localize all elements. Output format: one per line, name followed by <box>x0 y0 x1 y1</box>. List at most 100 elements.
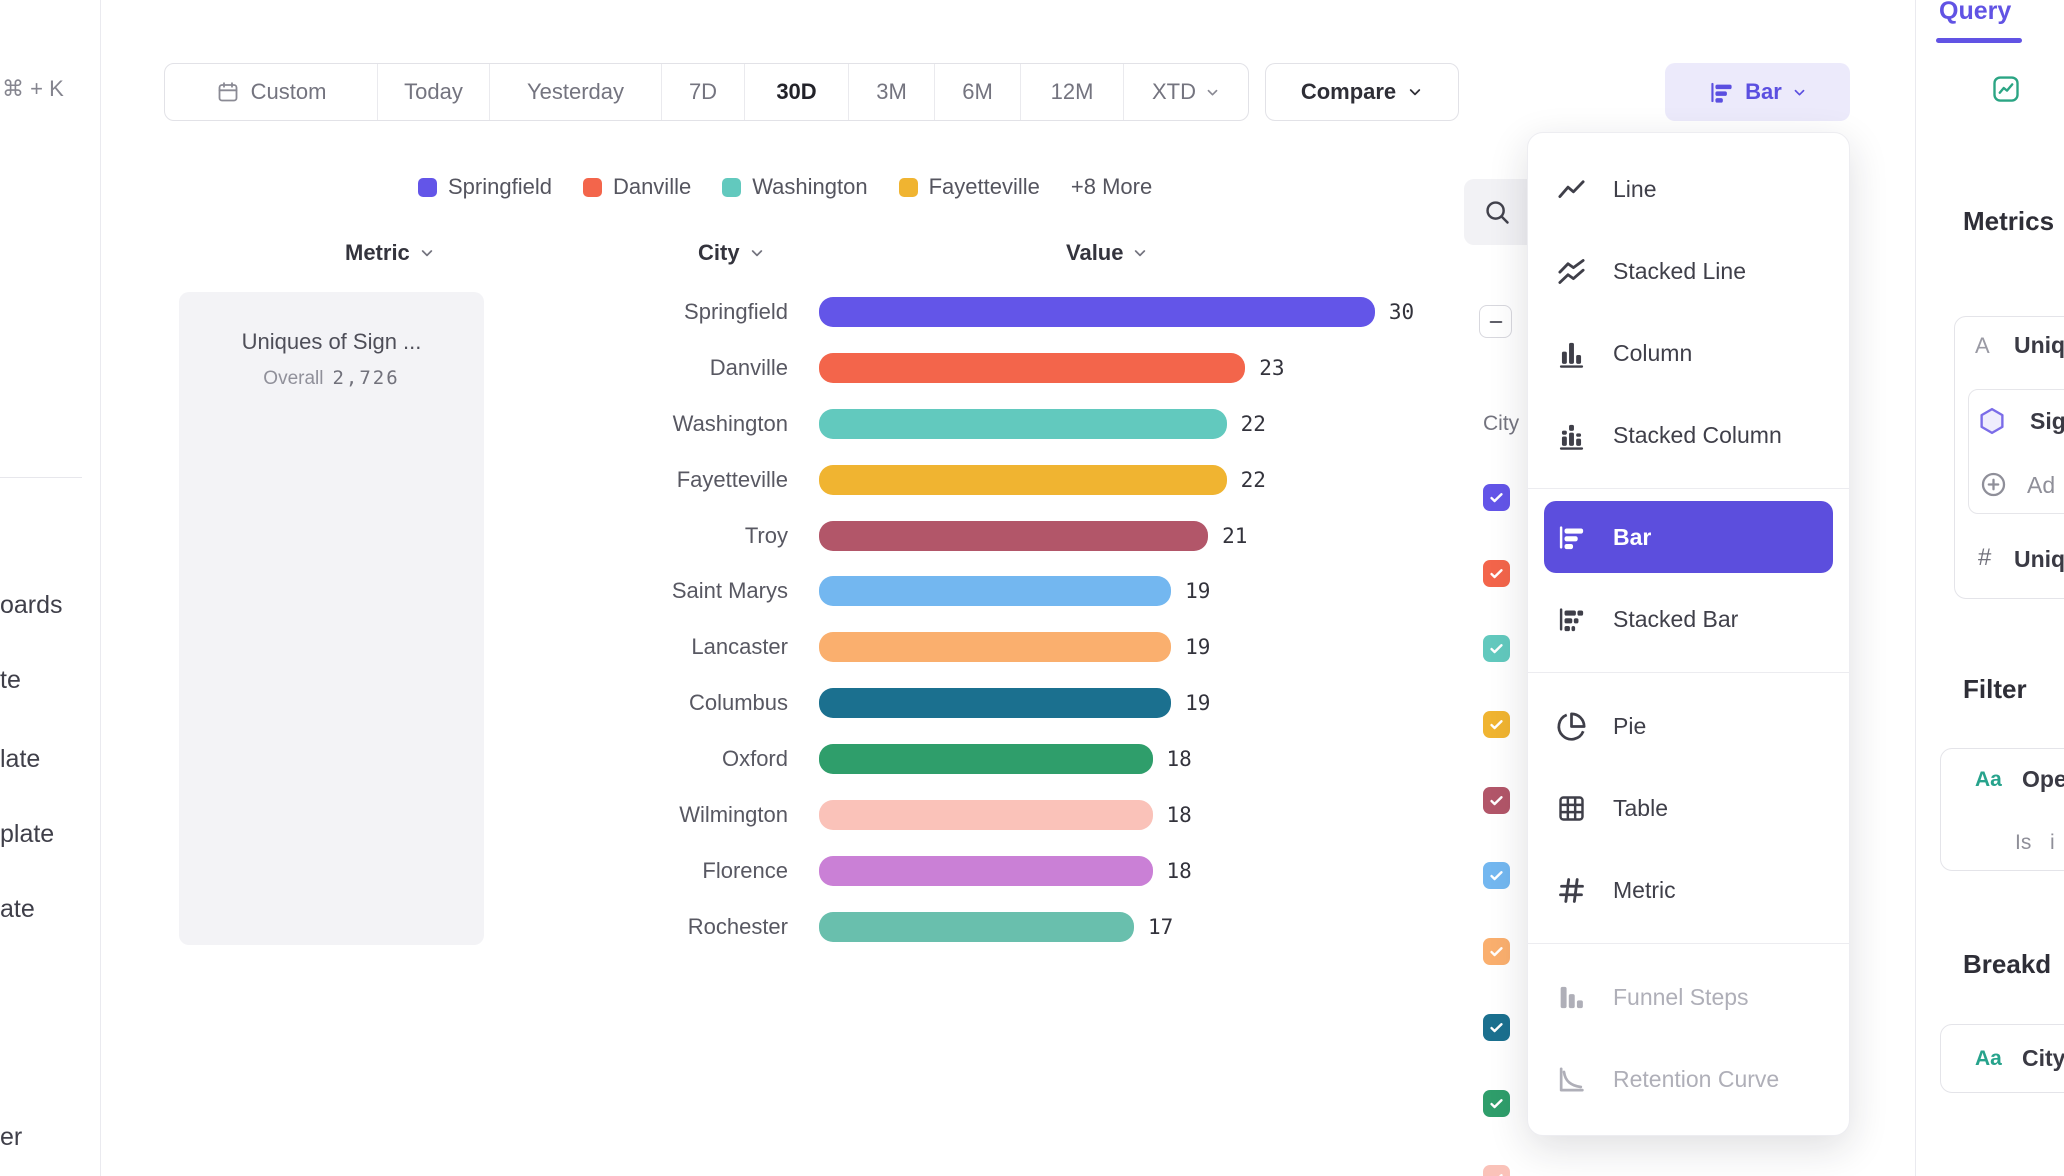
chart-type-option-stacked-column[interactable]: Stacked Column <box>1528 394 1849 476</box>
chart-type-option-stacked-bar[interactable]: Stacked Bar <box>1528 578 1849 660</box>
date-range-yesterday[interactable]: Yesterday <box>490 64 662 120</box>
bar-category-label: Saint Marys <box>671 578 788 604</box>
chart-type-option-label: Stacked Column <box>1613 421 1782 448</box>
bar-value: 23 <box>1259 355 1285 380</box>
bar[interactable] <box>819 408 1227 439</box>
bar-chart-icon <box>1708 79 1735 106</box>
filter-card[interactable]: Aa Ope Is i <box>1940 748 2064 871</box>
legend-item[interactable]: Springfield <box>418 174 552 200</box>
collapse-all-button[interactable] <box>1479 305 1512 338</box>
sidebar-nav-item[interactable]: te <box>0 666 21 694</box>
bar[interactable] <box>819 520 1209 551</box>
column-header-value[interactable]: Value <box>1066 238 1148 268</box>
date-range-7d[interactable]: 7D <box>662 64 745 120</box>
series-checkbox[interactable] <box>1483 938 1510 965</box>
string-type-badge: Aa <box>1975 1047 2002 1070</box>
breakdown-card[interactable]: Aa City <box>1940 1024 2064 1093</box>
sidebar-nav-item[interactable]: late <box>0 745 41 773</box>
chart-type-option-stacked-line[interactable]: Stacked Line <box>1528 230 1849 312</box>
date-range-today[interactable]: Today <box>378 64 490 120</box>
bar[interactable] <box>819 799 1153 830</box>
date-range-label: XTD <box>1152 79 1196 104</box>
legend-more[interactable]: +8 More <box>1070 174 1153 199</box>
legend-item[interactable]: Washington <box>722 174 868 200</box>
bar[interactable] <box>819 352 1246 383</box>
filter-value[interactable]: i <box>2050 831 2055 854</box>
series-checkbox[interactable] <box>1483 560 1510 587</box>
filter-property[interactable]: Ope <box>2022 766 2064 792</box>
bar-category-label: Florence <box>702 857 788 883</box>
column-header-label: Value <box>1066 240 1124 265</box>
metric-name[interactable]: Uniq <box>2014 332 2064 358</box>
date-range-xtd[interactable]: XTD <box>1124 64 1248 120</box>
bar[interactable] <box>819 632 1172 663</box>
series-checkbox[interactable] <box>1483 1014 1510 1041</box>
sidebar-nav-item[interactable]: plate <box>0 820 55 848</box>
bar-category-label: Danville <box>709 354 788 380</box>
chart-type-option-pie[interactable]: Pie <box>1528 685 1849 767</box>
breakdown-heading: Breakd <box>1963 949 2052 979</box>
bar-row: Oxford 18 <box>0 731 1414 787</box>
tab-query[interactable]: Query <box>1939 0 2012 25</box>
chart-type-option-column[interactable]: Column <box>1528 312 1849 394</box>
search-shortcut-hint[interactable]: ⌘ + K <box>2 76 64 101</box>
chevron-down-icon <box>1407 84 1423 100</box>
series-checkbox[interactable] <box>1483 862 1510 889</box>
bar[interactable] <box>819 576 1172 607</box>
chevron-down-icon <box>1205 85 1220 100</box>
chart-type-option-label: Metric <box>1613 876 1676 903</box>
bar-value: 19 <box>1185 691 1211 716</box>
chart-type-option-line[interactable]: Line <box>1528 148 1849 230</box>
event-card[interactable]: Sig Ad <box>1968 389 2064 514</box>
app-sidebar: ⌘ + K oards te late plate ate er <box>0 0 101 1176</box>
sidebar-nav-item[interactable]: ate <box>0 895 35 923</box>
series-checkbox[interactable] <box>1483 1090 1510 1117</box>
bar[interactable] <box>819 744 1153 775</box>
bar[interactable] <box>819 911 1134 942</box>
date-range-3m[interactable]: 3M <box>849 64 935 120</box>
date-range-30d[interactable]: 30D <box>745 64 849 120</box>
filter-operator[interactable]: Is <box>2015 831 2032 854</box>
bar[interactable] <box>819 464 1227 495</box>
legend-item[interactable]: Fayetteville <box>898 174 1040 200</box>
date-range-custom[interactable]: Custom <box>165 64 378 120</box>
bar[interactable] <box>819 855 1153 886</box>
chart-type-option-table[interactable]: Table <box>1528 767 1849 849</box>
bar-category-label: Fayetteville <box>676 466 788 492</box>
aggregation-name[interactable]: Uniq <box>2014 546 2064 572</box>
date-range-12m[interactable]: 12M <box>1021 64 1124 120</box>
circle-plus-icon <box>1979 470 2008 499</box>
legend-item[interactable]: Danville <box>582 174 691 200</box>
date-range-6m[interactable]: 6M <box>935 64 1021 120</box>
bar[interactable] <box>819 688 1172 719</box>
compare-label: Compare <box>1300 79 1397 104</box>
sidebar-nav-item[interactable]: er <box>0 1123 23 1151</box>
compare-button[interactable]: Compare <box>1265 63 1459 121</box>
bar-category-label: Troy <box>744 522 788 548</box>
column-header-metric[interactable]: Metric <box>345 238 435 268</box>
series-checkbox[interactable] <box>1483 635 1510 662</box>
series-checkbox[interactable] <box>1483 484 1510 511</box>
sidebar-nav-item[interactable]: oards <box>0 591 63 619</box>
event-name[interactable]: Sig <box>2030 408 2064 434</box>
column-header-city[interactable]: City <box>698 238 765 268</box>
chevron-down-icon <box>1792 85 1807 100</box>
chart-type-option-bar[interactable]: Bar <box>1544 501 1833 573</box>
bar-value: 18 <box>1166 802 1192 827</box>
bar[interactable] <box>819 296 1375 327</box>
legend-swatch <box>582 177 602 197</box>
chart-preview-icon[interactable] <box>1991 74 2021 104</box>
series-checkbox[interactable] <box>1483 787 1510 814</box>
filter-heading: Filter <box>1963 674 2027 704</box>
sidebar-divider <box>0 477 82 478</box>
metric-card[interactable]: Uniques of Sign ... Overall 2,726 <box>179 292 484 945</box>
legend-swatch <box>722 177 742 197</box>
bar-row: Washington 22 <box>0 396 1414 452</box>
add-filter-label[interactable]: Ad <box>2027 472 2056 498</box>
chart-type-option-metric[interactable]: Metric <box>1528 849 1849 931</box>
series-checkbox[interactable] <box>1483 711 1510 738</box>
menu-divider <box>1528 672 1849 673</box>
breakdown-property[interactable]: City <box>2022 1045 2064 1071</box>
chart-type-button[interactable]: Bar <box>1665 63 1850 121</box>
series-checkbox[interactable] <box>1483 1165 1510 1176</box>
